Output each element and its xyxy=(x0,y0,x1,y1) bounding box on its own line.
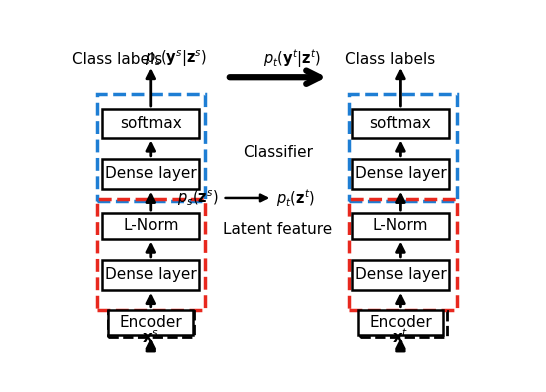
Text: L-Norm: L-Norm xyxy=(373,218,428,233)
Bar xyxy=(352,109,449,138)
Bar xyxy=(109,310,193,335)
Bar xyxy=(352,213,449,239)
Text: Class labels: Class labels xyxy=(346,52,436,67)
Text: Class labels: Class labels xyxy=(73,52,163,67)
Bar xyxy=(102,260,199,290)
Text: Latent feature: Latent feature xyxy=(223,222,333,237)
Text: Encoder: Encoder xyxy=(120,315,182,330)
Text: $\mathbf{x}^s$: $\mathbf{x}^s$ xyxy=(142,330,159,347)
Text: Dense layer: Dense layer xyxy=(105,267,197,282)
Bar xyxy=(349,200,456,310)
Bar xyxy=(102,109,199,138)
Text: $\mathbf{x}^t$: $\mathbf{x}^t$ xyxy=(392,328,408,347)
Text: softmax: softmax xyxy=(370,116,431,131)
Bar xyxy=(360,311,447,337)
Bar xyxy=(102,159,199,189)
Bar xyxy=(97,200,205,310)
Bar xyxy=(349,94,456,201)
Bar xyxy=(108,311,194,337)
Text: Classifier: Classifier xyxy=(243,145,313,160)
Text: L-Norm: L-Norm xyxy=(123,218,179,233)
Bar xyxy=(97,94,205,201)
Bar xyxy=(358,310,443,335)
Text: Dense layer: Dense layer xyxy=(105,166,197,181)
Text: $p_t(\mathbf{z}^t)$: $p_t(\mathbf{z}^t)$ xyxy=(276,187,314,209)
Text: Encoder: Encoder xyxy=(369,315,432,330)
Bar xyxy=(352,260,449,290)
Text: $p_s(\mathbf{y}^s|\mathbf{z}^s)$: $p_s(\mathbf{y}^s|\mathbf{z}^s)$ xyxy=(145,49,207,69)
Text: $p_t(\mathbf{y}^t|\mathbf{z}^t)$: $p_t(\mathbf{y}^t|\mathbf{z}^t)$ xyxy=(264,48,322,71)
Text: $p_s(\mathbf{z}^s)$: $p_s(\mathbf{z}^s)$ xyxy=(177,188,218,208)
Text: Dense layer: Dense layer xyxy=(354,267,446,282)
Bar xyxy=(102,213,199,239)
Bar xyxy=(352,159,449,189)
Text: Dense layer: Dense layer xyxy=(354,166,446,181)
Text: softmax: softmax xyxy=(120,116,182,131)
